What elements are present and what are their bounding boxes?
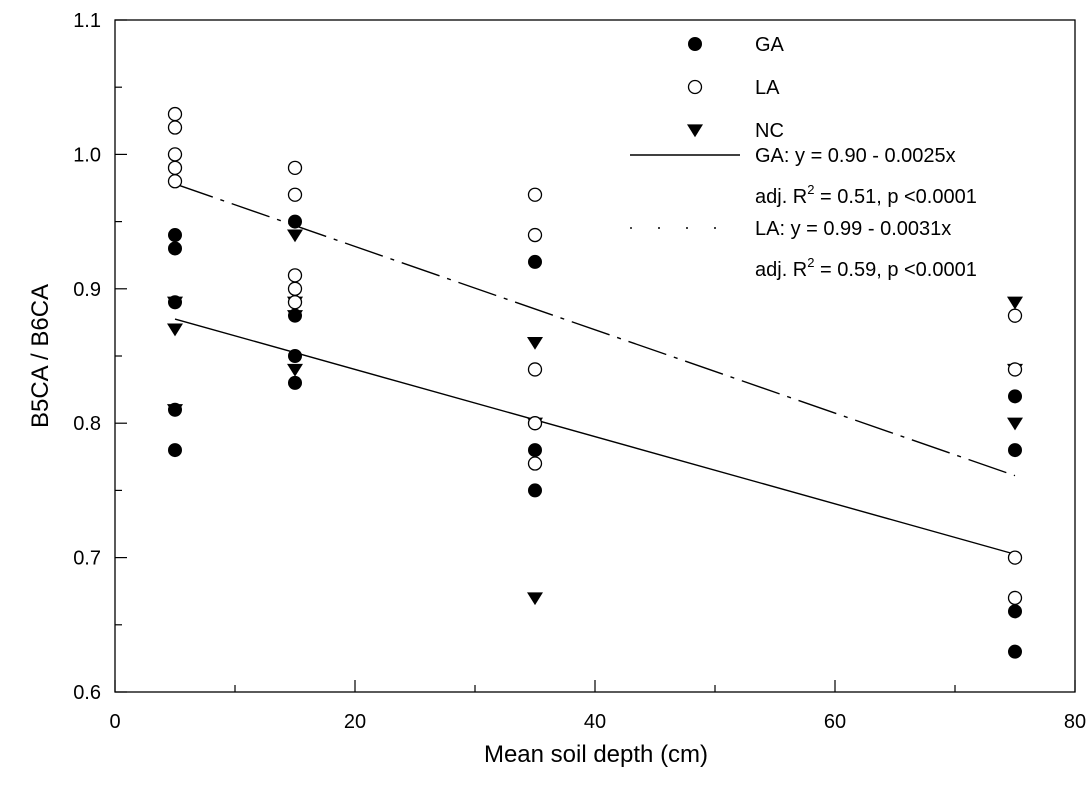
- point-ga: [168, 295, 182, 310]
- point-la: [287, 187, 303, 202]
- point-la: [287, 268, 303, 283]
- y-tick-label: 0.8: [73, 413, 101, 435]
- point-ga: [168, 228, 182, 243]
- point-la: [1007, 308, 1023, 323]
- point-ga: [1008, 389, 1022, 404]
- point-la: [527, 362, 543, 377]
- y-tick-label: 1.0: [73, 144, 101, 166]
- data-points: [167, 106, 1023, 659]
- x-tick-label: 20: [344, 711, 366, 733]
- legend-stats-la: adj. R2 = 0.59, p <0.0001: [755, 255, 977, 281]
- x-tick-label: 40: [584, 711, 606, 733]
- point-nc: [527, 336, 543, 350]
- point-nc: [1007, 296, 1023, 310]
- point-la: [167, 174, 183, 189]
- point-ga: [1008, 604, 1022, 619]
- y-axis-title: B5CA / B6CA: [27, 284, 54, 428]
- point-la: [287, 281, 303, 296]
- point-ga: [288, 308, 302, 323]
- y-tick-label: 0.6: [73, 682, 101, 704]
- point-ga: [168, 402, 182, 417]
- legend-marker-nc: [687, 124, 703, 138]
- legend-marker-la: [687, 79, 703, 95]
- y-tick-label: 1.1: [73, 10, 101, 32]
- point-ga: [1008, 443, 1022, 458]
- point-la: [167, 147, 183, 162]
- regression-lines: [174, 183, 1016, 555]
- x-tick-label: 80: [1064, 711, 1086, 733]
- legend-stats-ga: adj. R2 = 0.51, p <0.0001: [755, 182, 977, 208]
- legend-label-ga: GA: [755, 34, 785, 56]
- point-la: [167, 106, 183, 122]
- point-la: [1007, 550, 1023, 565]
- y-tick-label: 0.7: [73, 548, 101, 570]
- point-ga: [288, 214, 302, 229]
- point-ga: [528, 483, 542, 498]
- point-ga: [528, 254, 542, 269]
- x-axis-title: Mean soil depth (cm): [484, 741, 708, 768]
- point-la: [1007, 590, 1023, 606]
- point-la: [287, 160, 303, 175]
- x-tick-label: 0: [109, 711, 120, 733]
- point-ga: [288, 375, 302, 390]
- legend-equation-la: LA: y = 0.99 - 0.0031x: [755, 218, 951, 240]
- point-ga: [168, 443, 182, 458]
- y-tick-label: 0.9: [73, 279, 101, 301]
- legend-marker-ga: [688, 37, 702, 51]
- regression-line-ga: [174, 318, 1016, 555]
- point-nc: [167, 323, 183, 337]
- point-nc: [1007, 417, 1023, 431]
- legend-equation-ga: GA: y = 0.90 - 0.0025x: [755, 145, 956, 167]
- x-tick-label: 60: [824, 711, 846, 733]
- point-ga: [1008, 644, 1022, 659]
- point-la: [527, 227, 543, 243]
- point-la: [527, 456, 543, 471]
- axes: 0 20 40 60 80 0.6 0.7 0.8 0.9 1.0 1.1: [73, 10, 1086, 733]
- point-la: [167, 120, 183, 135]
- point-la: [287, 295, 303, 310]
- legend: GA LA NC GA: y = 0.90 - 0.0025x adj. R2 = 0.…: [630, 34, 977, 281]
- legend-label-la: LA: [755, 77, 780, 99]
- point-la: [527, 187, 543, 202]
- point-la: [167, 160, 183, 175]
- point-la: [527, 416, 543, 431]
- point-ga: [168, 241, 182, 256]
- plot-frame: [114, 19, 1076, 693]
- regression-line-la: [174, 183, 1016, 477]
- point-nc: [527, 592, 543, 606]
- legend-label-nc: NC: [755, 120, 784, 142]
- point-nc: [287, 229, 303, 243]
- point-ga: [288, 349, 302, 363]
- point-la: [1007, 362, 1023, 377]
- point-nc: [287, 363, 303, 377]
- point-ga: [528, 443, 542, 458]
